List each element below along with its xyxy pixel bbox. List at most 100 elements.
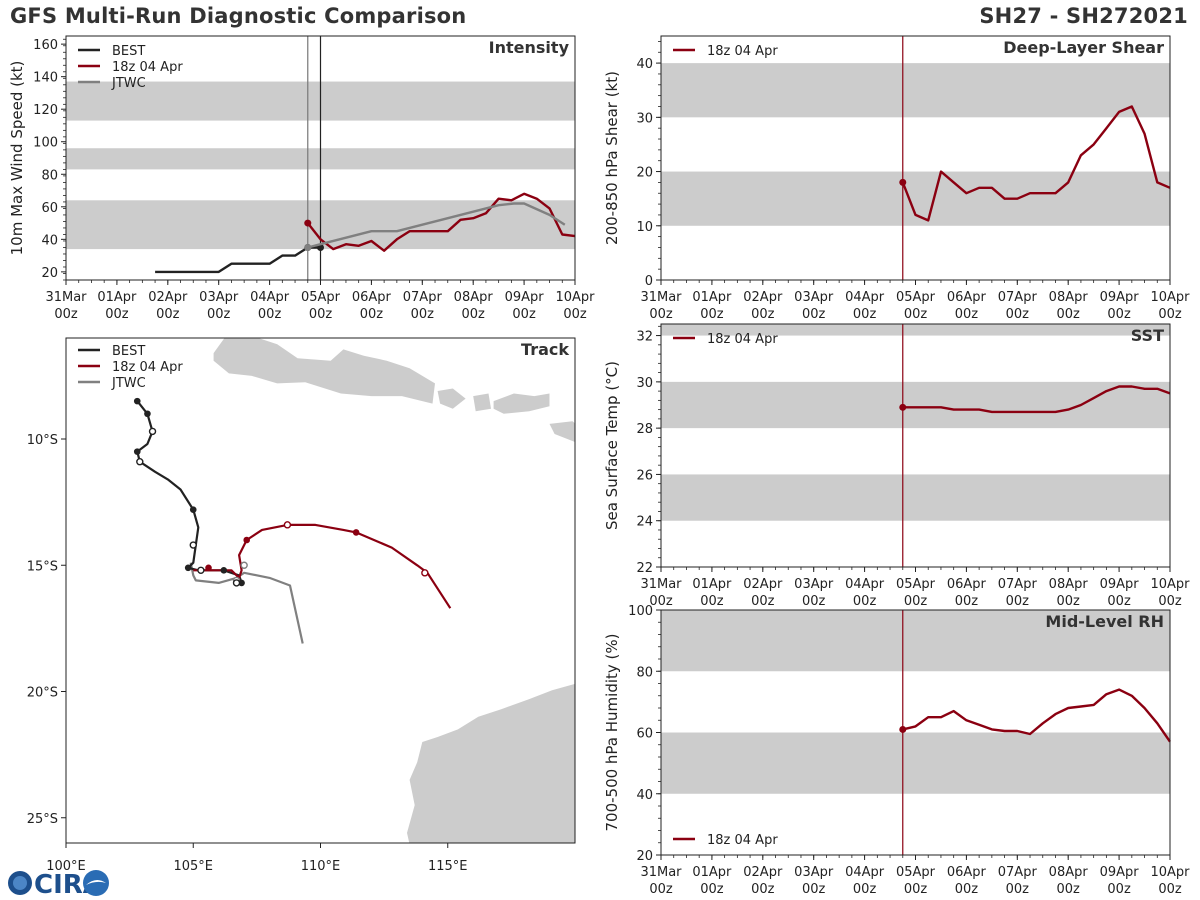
australia-landmass: [407, 683, 575, 843]
sst-frame: [660, 323, 1171, 568]
rh-x-tick-label-hour: 00z: [1057, 882, 1081, 897]
track-point-filled: [189, 506, 197, 513]
intensity-legend-label: JTWC: [111, 76, 146, 91]
java-landmass: [213, 338, 435, 404]
shear-x-tick-label-date: 06Apr: [947, 290, 987, 305]
shear-panel-title: Deep-Layer Shear: [1003, 38, 1164, 57]
track-y-tick-label: 10°S: [27, 433, 58, 448]
rh-y-axis-label: 700-500 hPa Humidity (%): [603, 633, 621, 831]
shear-x-tick-label-date: 07Apr: [998, 290, 1038, 305]
rh-x-tick-label-hour: 00z: [853, 882, 877, 897]
sst-band: [661, 381, 1170, 429]
rh-data-point: [899, 725, 907, 733]
track-point-open: [197, 566, 205, 574]
sst-x-tick-label-hour: 00z: [1107, 594, 1131, 609]
sst-x-tick-label-hour: 00z: [1057, 594, 1081, 609]
sst-y-tick-label: 24: [636, 515, 653, 530]
sst-band: [661, 474, 1170, 521]
intensity-series-line-best: [155, 246, 321, 274]
intensity-x-tick-label-hour: 00z: [462, 307, 486, 322]
track-point-filled: [220, 567, 228, 574]
shear-y-tick-label: 10: [636, 220, 653, 235]
track-point-filled: [133, 397, 141, 405]
track-panel-title: Track: [521, 340, 569, 359]
sst-x-tick-label-hour: 00z: [1006, 594, 1030, 609]
rh-x-tick-label-date: 03Apr: [794, 865, 834, 880]
rh-x-tick-label-date: 02Apr: [743, 865, 783, 880]
rh-x-tick-label-hour: 00z: [904, 882, 928, 897]
intensity-x-tick-label-hour: 00z: [105, 307, 129, 322]
track-point-open: [136, 458, 144, 466]
intensity-x-tick-label-hour: 00z: [512, 307, 536, 322]
sst-y-tick-label: 22: [636, 561, 653, 576]
sst-x-tick-label-date: 08Apr: [1049, 577, 1089, 592]
shear-y-tick-label: 20: [636, 166, 653, 181]
rh-x-tick-label-date: 06Apr: [947, 865, 987, 880]
intensity-y-tick-label: 100: [33, 136, 58, 151]
shear-x-tick-label-date: 04Apr: [845, 290, 885, 305]
shear-x-tick-label-date: 08Apr: [1049, 290, 1089, 305]
rh-y-tick-label: 20: [636, 849, 653, 864]
intensity-y-tick-label: 140: [33, 71, 58, 86]
sst-data-point: [899, 403, 907, 411]
track-point-filled: [205, 564, 212, 572]
bali-landmass: [437, 388, 466, 409]
shear-data-point: [899, 178, 907, 186]
track-y-tick-label: 20°S: [27, 686, 58, 701]
track-y-tick-label: 25°S: [27, 812, 58, 827]
intensity-x-tick-label-hour: 00z: [309, 307, 333, 322]
shear-x-tick-label-hour: 00z: [853, 307, 877, 322]
intensity-x-tick-label-date: 05Apr: [301, 290, 341, 305]
track-y-tick-label: 15°S: [27, 559, 58, 574]
track-x-tick-label: 100°E: [46, 859, 86, 874]
intensity-y-tick-label: 80: [41, 168, 58, 183]
shear-x-tick-label-hour: 00z: [649, 307, 673, 322]
rh-y-tick-label: 40: [636, 788, 653, 803]
intensity-panel-title: Intensity: [489, 38, 570, 57]
intensity-data-point: [304, 219, 312, 227]
track-legend-label: BEST: [112, 344, 145, 359]
shear-x-tick-label-date: 10Apr: [1150, 290, 1190, 305]
shear-x-tick-label-date: 02Apr: [743, 290, 783, 305]
globe-inner-icon: [13, 876, 27, 890]
intensity-y-tick-label: 120: [33, 103, 58, 118]
rh-legend-label: 18z 04 Apr: [707, 833, 778, 848]
intensity-x-tick-label-date: 02Apr: [148, 290, 188, 305]
rh-x-tick-label-hour: 00z: [1006, 882, 1030, 897]
cira-logo: CIRA: [8, 870, 109, 900]
sst-x-tick-label-hour: 00z: [1158, 594, 1182, 609]
shear-y-tick-label: 40: [636, 57, 653, 72]
shear-x-tick-label-date: 05Apr: [896, 290, 936, 305]
rh-x-tick-label-date: 09Apr: [1100, 865, 1140, 880]
sst-y-axis-label: Sea Surface Temp (°C): [603, 361, 621, 530]
rh-x-tick-label-date: 01Apr: [692, 865, 732, 880]
intensity-legend-label: BEST: [112, 44, 145, 59]
rh-panel: 20 40 60 80 100 31Mar 00z 01Apr 00z 02Apr 00z 03Apr…: [603, 604, 1190, 897]
shear-y-tick-label: 0: [645, 274, 653, 289]
intensity-x-tick-label-date: 06Apr: [352, 290, 392, 305]
sst-x-tick-label-date: 05Apr: [896, 577, 936, 592]
rh-y-tick-label: 100: [628, 604, 653, 619]
sst-panel: 22 24 26 28 30 32 31Mar 00z 01Apr 00z 02Apr 00z 03Ap…: [603, 323, 1190, 609]
rh-y-tick-label: 80: [636, 665, 653, 680]
track-point-filled: [184, 564, 192, 572]
shear-x-tick-label-hour: 00z: [1107, 307, 1131, 322]
rh-x-tick-label-date: 10Apr: [1150, 865, 1190, 880]
track-point-filled: [243, 536, 250, 544]
intensity-x-tick-label-hour: 00z: [411, 307, 435, 322]
rh-x-tick-label-date: 07Apr: [998, 865, 1038, 880]
rh-x-tick-label-hour: 00z: [955, 882, 979, 897]
shear-legend-label: 18z 04 Apr: [707, 44, 778, 59]
sumbawa-landmass: [493, 393, 550, 414]
shear-band: [661, 63, 1170, 118]
rh-x-tick-label-hour: 00z: [649, 882, 673, 897]
intensity-x-tick-label-hour: 00z: [563, 307, 587, 322]
sst-y-tick-label: 30: [636, 376, 653, 391]
shear-panel: 0 10 20 30 40 31Mar 00z 01Apr 00z 02Apr 00z 03Apr 00…: [603, 35, 1190, 322]
rh-x-tick-label-date: 31Mar: [640, 865, 682, 880]
rh-x-tick-label-date: 04Apr: [845, 865, 885, 880]
sumba-landmass: [549, 421, 575, 443]
track-point-open: [240, 561, 248, 569]
intensity-x-tick-label-hour: 00z: [258, 307, 282, 322]
track-point-filled: [352, 529, 360, 536]
